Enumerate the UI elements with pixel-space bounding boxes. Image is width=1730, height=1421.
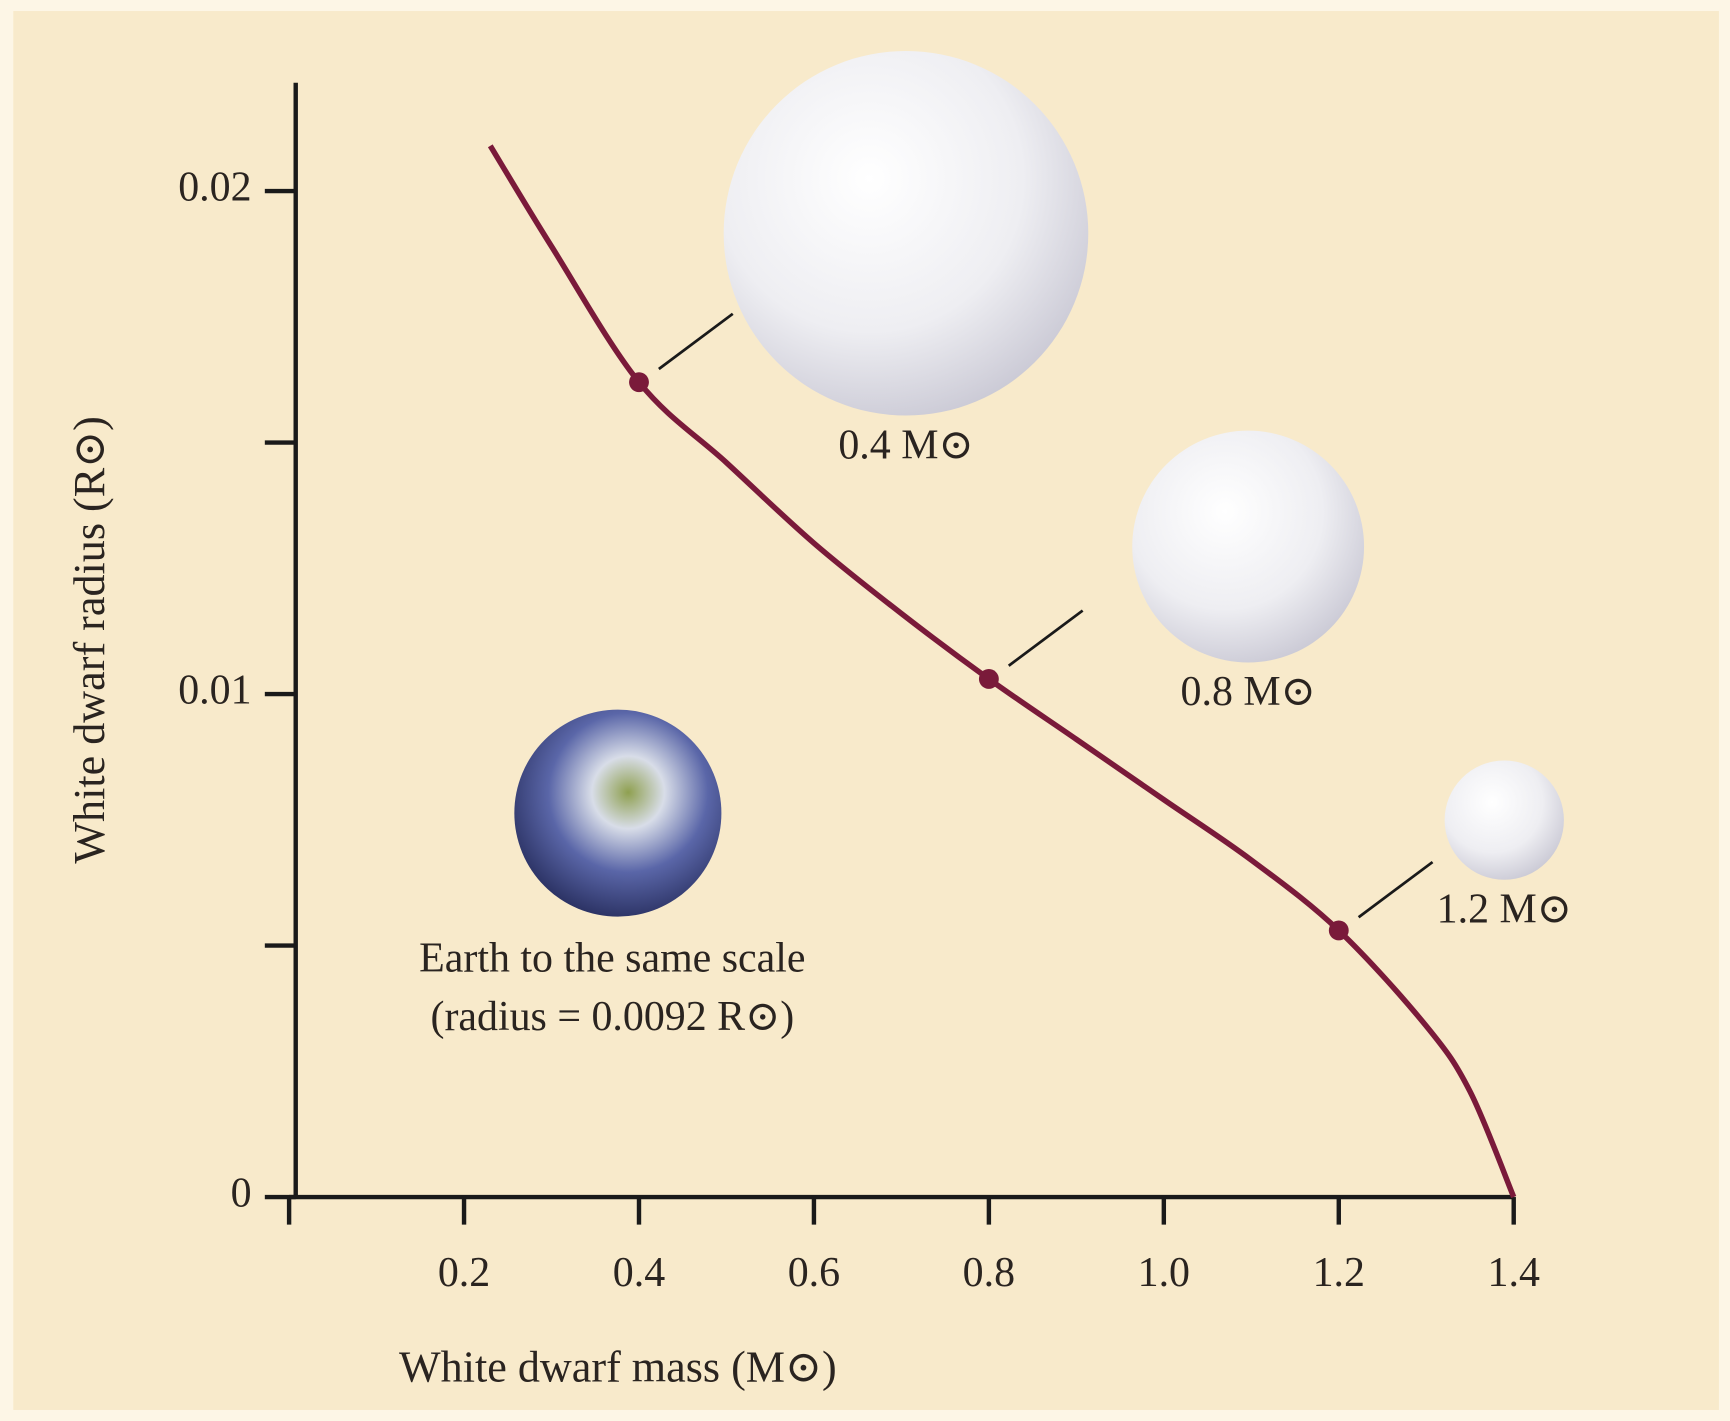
earth [514,710,721,917]
x-tick-label: 0.4 [613,1250,665,1296]
earth-radius-label: (radius = 0.0092 R⊙) [431,994,795,1040]
sphere-label: 0.4 M⊙ [838,422,973,468]
white-dwarf-sphere [724,51,1089,416]
x-tick-label: 0.6 [788,1250,840,1296]
sphere-label: 1.2 M⊙ [1437,886,1572,932]
y-tick-label: 0.02 [178,165,251,211]
y-tick-label: 0.01 [178,668,251,714]
white-dwarf-sphere [1132,431,1364,663]
chart: White dwarf mass (M⊙) White dwarf radius… [0,0,1730,1421]
highlight-point [979,669,999,689]
highlight-point [629,372,649,392]
x-tick-label: 0.8 [963,1250,1015,1296]
x-tick-label: 1.4 [1488,1250,1540,1296]
earth-caption: Earth to the same scale [419,936,805,982]
y-axis-label: White dwarf radius (R⊙) [65,416,114,863]
page: {"chart_data": { "type": "line", "x_labe… [0,0,1730,1421]
highlight-point [1329,921,1349,941]
white-dwarf-sphere [1445,760,1564,879]
x-axis-label: White dwarf mass (M⊙) [399,1342,837,1391]
x-tick-label: 1.2 [1313,1250,1365,1296]
sphere-label: 0.8 M⊙ [1181,669,1316,715]
y-tick-label: 0 [231,1171,252,1217]
x-tick-label: 1.0 [1138,1250,1190,1296]
x-tick-label: 0.2 [438,1250,490,1296]
